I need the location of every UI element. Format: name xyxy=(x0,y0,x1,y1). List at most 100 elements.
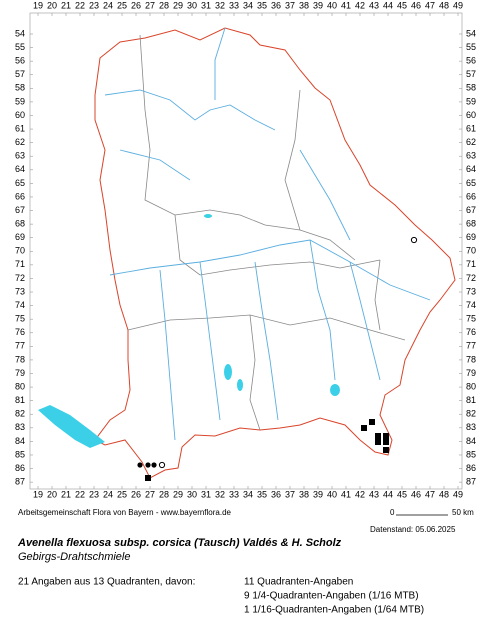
column-label: 32 xyxy=(215,0,225,10)
row-label: 56 xyxy=(466,56,476,66)
row-label: 77 xyxy=(466,341,476,351)
summary: 21 Angaben aus 13 Quadranten, davon: xyxy=(18,577,195,588)
row-label: 70 xyxy=(15,246,25,256)
state-border xyxy=(94,27,456,479)
row-label: 86 xyxy=(466,463,476,473)
row-label: 70 xyxy=(466,246,476,256)
row-label: 75 xyxy=(466,314,476,324)
row-label: 58 xyxy=(15,83,25,93)
column-label: 28 xyxy=(159,0,169,10)
row-label: 59 xyxy=(15,96,25,106)
column-label: 39 xyxy=(313,489,323,499)
column-label: 31 xyxy=(201,0,211,10)
column-label: 28 xyxy=(159,489,169,499)
row-label: 56 xyxy=(15,56,25,66)
column-label: 33 xyxy=(229,0,239,10)
row-label: 74 xyxy=(15,300,25,310)
records xyxy=(137,236,418,481)
row-label: 63 xyxy=(15,151,25,161)
row-label: 76 xyxy=(15,327,25,337)
row-label: 73 xyxy=(15,286,25,296)
row-label: 66 xyxy=(466,191,476,201)
district-borders xyxy=(127,34,406,431)
column-label: 26 xyxy=(131,489,141,499)
row-label: 54 xyxy=(466,28,476,38)
column-label: 44 xyxy=(383,0,393,10)
column-label: 29 xyxy=(173,489,183,499)
column-label: 32 xyxy=(215,489,225,499)
row-label: 65 xyxy=(466,178,476,188)
row-label: 67 xyxy=(15,205,25,215)
row-label: 80 xyxy=(466,381,476,391)
column-label: 25 xyxy=(117,489,127,499)
record-square xyxy=(375,433,381,439)
row-label: 87 xyxy=(466,477,476,487)
row-label: 87 xyxy=(15,477,25,487)
column-label: 38 xyxy=(299,0,309,10)
row-label: 73 xyxy=(466,286,476,296)
row-label: 81 xyxy=(15,395,25,405)
row-label: 74 xyxy=(466,300,476,310)
column-label: 38 xyxy=(299,489,309,499)
row-label: 64 xyxy=(466,164,476,174)
row-label: 77 xyxy=(15,341,25,351)
column-label: 20 xyxy=(47,0,57,10)
record-open xyxy=(158,461,166,469)
record-square xyxy=(375,439,381,445)
frame xyxy=(29,12,463,490)
column-label: 46 xyxy=(411,0,421,10)
row-label: 79 xyxy=(15,368,25,378)
row-label: 65 xyxy=(15,178,25,188)
record-dot xyxy=(137,462,143,468)
column-label: 27 xyxy=(145,0,155,10)
row-label: 62 xyxy=(15,137,25,147)
record-square xyxy=(383,433,389,439)
row-label: 85 xyxy=(466,449,476,459)
column-label: 19 xyxy=(33,0,43,10)
row-label: 78 xyxy=(466,354,476,364)
column-label: 45 xyxy=(397,0,407,10)
row-label: 86 xyxy=(15,463,25,473)
column-label: 21 xyxy=(61,0,71,10)
column-label: 41 xyxy=(341,489,351,499)
row-label: 61 xyxy=(15,123,25,133)
row-label: 82 xyxy=(466,409,476,419)
record-open xyxy=(410,236,418,244)
breakdown: 11 Quadranten-Angaben xyxy=(244,577,353,588)
date: Datenstand: 05.06.2025 xyxy=(370,525,456,534)
record-square xyxy=(145,475,151,481)
subtitle: Gebirgs-Drahtschmiele xyxy=(18,551,130,563)
column-label: 48 xyxy=(439,489,449,499)
row-label: 79 xyxy=(466,368,476,378)
row-label: 69 xyxy=(15,232,25,242)
column-label: 23 xyxy=(89,0,99,10)
row-label: 75 xyxy=(15,314,25,324)
row-label: 82 xyxy=(15,409,25,419)
column-label: 19 xyxy=(33,489,43,499)
row-label: 81 xyxy=(466,395,476,405)
row-label: 60 xyxy=(15,110,25,120)
scale-end: 50 km xyxy=(452,508,474,517)
column-label: 33 xyxy=(229,489,239,499)
row-label: 68 xyxy=(15,218,25,228)
column-label: 45 xyxy=(397,489,407,499)
breakdown: 9 1/4-Quadranten-Angaben (1/16 MTB) xyxy=(244,591,419,602)
rivers xyxy=(104,27,431,441)
row-label: 84 xyxy=(15,436,25,446)
row-label: 83 xyxy=(466,422,476,432)
column-label: 47 xyxy=(425,489,435,499)
column-label: 40 xyxy=(327,489,337,499)
column-label: 41 xyxy=(341,0,351,10)
row-label: 69 xyxy=(466,232,476,242)
column-label: 31 xyxy=(201,489,211,499)
column-label: 36 xyxy=(271,0,281,10)
column-label: 43 xyxy=(369,489,379,499)
row-label: 63 xyxy=(466,151,476,161)
row-label: 57 xyxy=(15,69,25,79)
record-dot xyxy=(151,462,157,468)
row-label: 54 xyxy=(15,28,25,38)
column-label: 36 xyxy=(271,489,281,499)
row-label: 72 xyxy=(466,273,476,283)
row-label: 62 xyxy=(466,137,476,147)
